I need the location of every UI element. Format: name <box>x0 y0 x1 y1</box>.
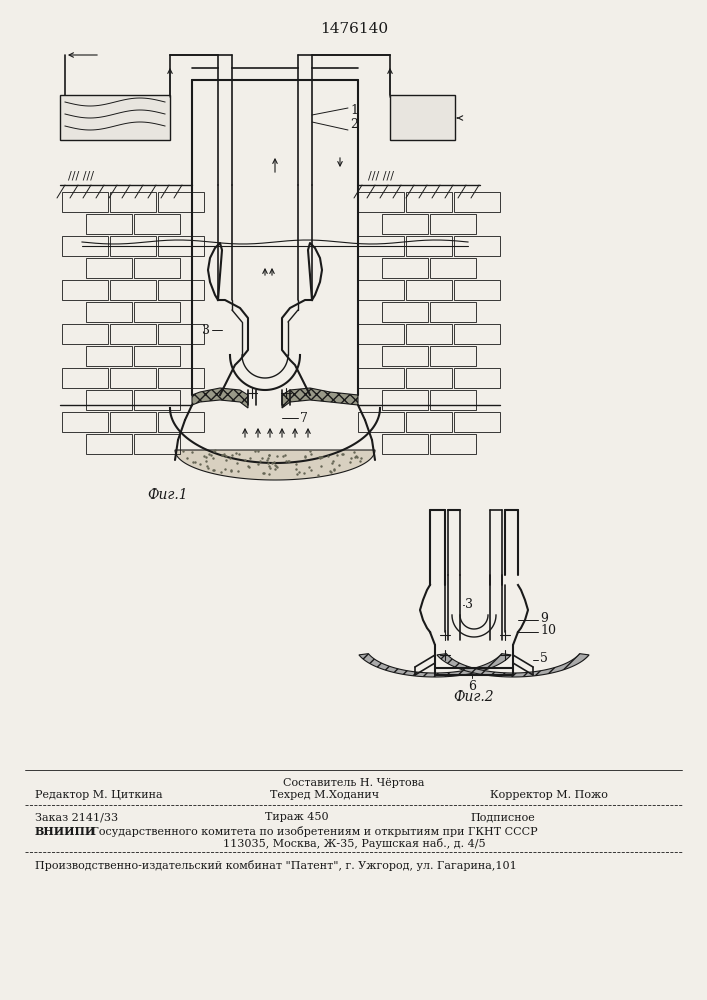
Bar <box>382 434 428 454</box>
Bar <box>110 280 156 300</box>
Text: Заказ 2141/33: Заказ 2141/33 <box>35 812 118 822</box>
Bar <box>60 95 170 140</box>
Bar <box>62 412 108 432</box>
Bar <box>406 280 452 300</box>
Bar <box>382 346 428 366</box>
Bar <box>110 368 156 388</box>
Bar <box>134 346 180 366</box>
Text: Корректор М. Пожо: Корректор М. Пожо <box>490 790 608 800</box>
Bar <box>430 390 476 410</box>
Bar <box>430 214 476 234</box>
Text: 1: 1 <box>350 104 358 117</box>
Bar <box>86 346 132 366</box>
Bar <box>454 236 500 256</box>
Text: 1476140: 1476140 <box>320 22 388 36</box>
Bar <box>62 280 108 300</box>
Bar <box>110 192 156 212</box>
Text: Техред М.Ходанич: Техред М.Ходанич <box>270 790 379 800</box>
Text: 113035, Москва, Ж-35, Раушская наб., д. 4/5: 113035, Москва, Ж-35, Раушская наб., д. … <box>223 838 485 849</box>
Bar <box>454 192 500 212</box>
Polygon shape <box>175 450 375 480</box>
Bar <box>358 368 404 388</box>
Bar <box>134 258 180 278</box>
Text: Государственного комитета по изобретениям и открытиям при ГКНТ СССР: Государственного комитета по изобретения… <box>88 826 537 837</box>
Text: 5: 5 <box>540 652 548 664</box>
Bar <box>454 280 500 300</box>
Text: 2: 2 <box>350 118 358 131</box>
Bar <box>358 192 404 212</box>
Text: 6: 6 <box>468 680 476 693</box>
Bar <box>134 390 180 410</box>
Bar <box>158 412 204 432</box>
Text: Подписное: Подписное <box>470 812 534 822</box>
Bar <box>134 302 180 322</box>
Bar <box>454 412 500 432</box>
Bar <box>430 346 476 366</box>
Bar <box>382 258 428 278</box>
Bar <box>134 214 180 234</box>
Bar <box>158 236 204 256</box>
Bar <box>406 192 452 212</box>
Bar <box>390 95 455 140</box>
Bar <box>406 324 452 344</box>
Bar <box>406 236 452 256</box>
Bar <box>430 258 476 278</box>
Bar <box>406 412 452 432</box>
Bar <box>158 192 204 212</box>
Bar <box>86 434 132 454</box>
Bar <box>86 302 132 322</box>
Bar <box>454 368 500 388</box>
Polygon shape <box>437 654 589 677</box>
Bar <box>110 324 156 344</box>
Text: Составитель Н. Чёртова: Составитель Н. Чёртова <box>284 778 425 788</box>
Bar <box>62 368 108 388</box>
Text: Фиг.2: Фиг.2 <box>454 690 494 704</box>
Text: 10: 10 <box>540 624 556 637</box>
Bar <box>430 434 476 454</box>
Text: /// ///: /// /// <box>68 171 94 181</box>
Bar <box>382 302 428 322</box>
Bar <box>62 192 108 212</box>
Bar <box>86 214 132 234</box>
Polygon shape <box>359 654 511 677</box>
Text: Тираж 450: Тираж 450 <box>265 812 329 822</box>
Bar <box>62 324 108 344</box>
Bar <box>110 412 156 432</box>
Text: 3: 3 <box>465 598 473 611</box>
Bar <box>454 324 500 344</box>
Bar <box>158 368 204 388</box>
Bar <box>358 236 404 256</box>
Bar <box>134 434 180 454</box>
Bar <box>358 412 404 432</box>
Bar <box>158 324 204 344</box>
Bar <box>406 368 452 388</box>
Text: Фиг.1: Фиг.1 <box>148 488 188 502</box>
Bar <box>86 258 132 278</box>
Polygon shape <box>192 388 248 408</box>
Bar <box>430 302 476 322</box>
Text: Редактор М. Циткина: Редактор М. Циткина <box>35 790 163 800</box>
Text: 9: 9 <box>540 611 548 624</box>
Text: /// ///: /// /// <box>368 171 394 181</box>
Bar <box>110 236 156 256</box>
Bar <box>358 324 404 344</box>
Bar <box>358 280 404 300</box>
Bar <box>158 280 204 300</box>
Text: Производственно-издательский комбинат "Патент", г. Ужгород, ул. Гагарина,101: Производственно-издательский комбинат "П… <box>35 860 517 871</box>
Text: 3: 3 <box>202 324 210 336</box>
Bar <box>382 390 428 410</box>
Bar <box>382 214 428 234</box>
Text: ВНИИПИ: ВНИИПИ <box>35 826 96 837</box>
Bar <box>86 390 132 410</box>
Polygon shape <box>282 388 358 408</box>
Bar <box>62 236 108 256</box>
Text: 7: 7 <box>300 412 308 424</box>
